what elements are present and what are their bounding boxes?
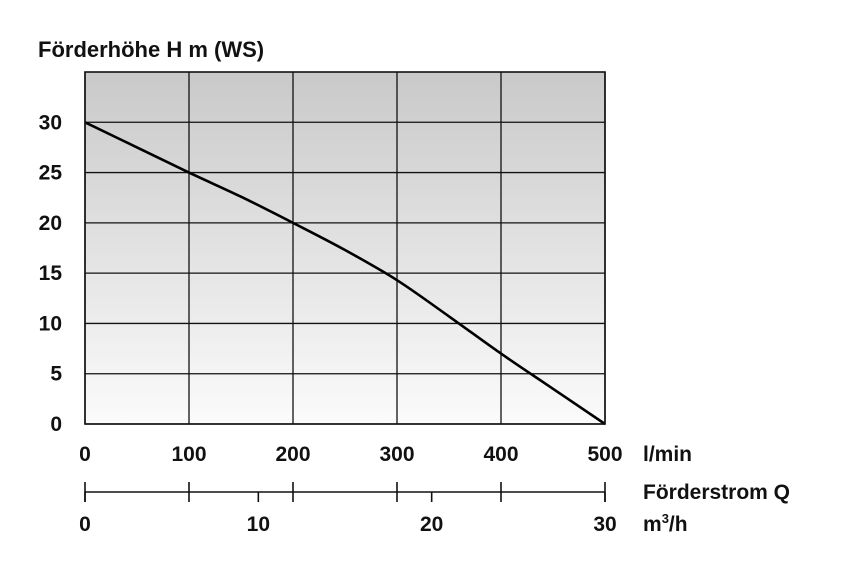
y-tick-label: 15 — [39, 262, 63, 285]
x2-tick-label: 10 — [247, 513, 270, 536]
unit-base: m — [643, 513, 662, 536]
x-tick-label: 400 — [483, 443, 518, 466]
unit-superscript: 3 — [662, 511, 669, 526]
x-axis-unit-lmin: l/min — [643, 443, 692, 466]
x2-tick-label: 30 — [593, 513, 616, 536]
x-tick-label: 300 — [379, 443, 414, 466]
secondary-x-axis-title: Förderstrom Q — [643, 481, 790, 504]
secondary-x-axis: 0 10 20 30 — [79, 482, 617, 536]
y-tick-label: 20 — [39, 212, 62, 235]
y-tick-label: 30 — [39, 111, 62, 134]
x2-tick-label: 20 — [420, 513, 443, 536]
x-tick-label: 500 — [587, 443, 622, 466]
y-axis-title: Förderhöhe H m (WS) — [38, 37, 264, 62]
x-tick-label: 0 — [79, 443, 91, 466]
y-tick-label: 5 — [50, 363, 62, 386]
x-tick-label: 200 — [275, 443, 310, 466]
y-tick-label: 0 — [50, 413, 62, 436]
pump-curve-line — [84, 121, 606, 426]
x-axis-ticks-lmin: 0 100 200 300 400 500 — [79, 443, 622, 466]
x2-tick-label: 0 — [79, 513, 91, 536]
y-tick-label: 10 — [39, 312, 62, 335]
curve-layer — [84, 121, 606, 426]
unit-tail: /h — [669, 513, 688, 536]
y-axis-ticks: 0 5 10 15 20 25 30 — [39, 111, 63, 436]
plot-frame — [84, 71, 606, 425]
x-tick-label: 100 — [171, 443, 206, 466]
y-tick-label: 25 — [39, 162, 63, 185]
secondary-x-axis-unit: m3/h — [643, 511, 688, 536]
